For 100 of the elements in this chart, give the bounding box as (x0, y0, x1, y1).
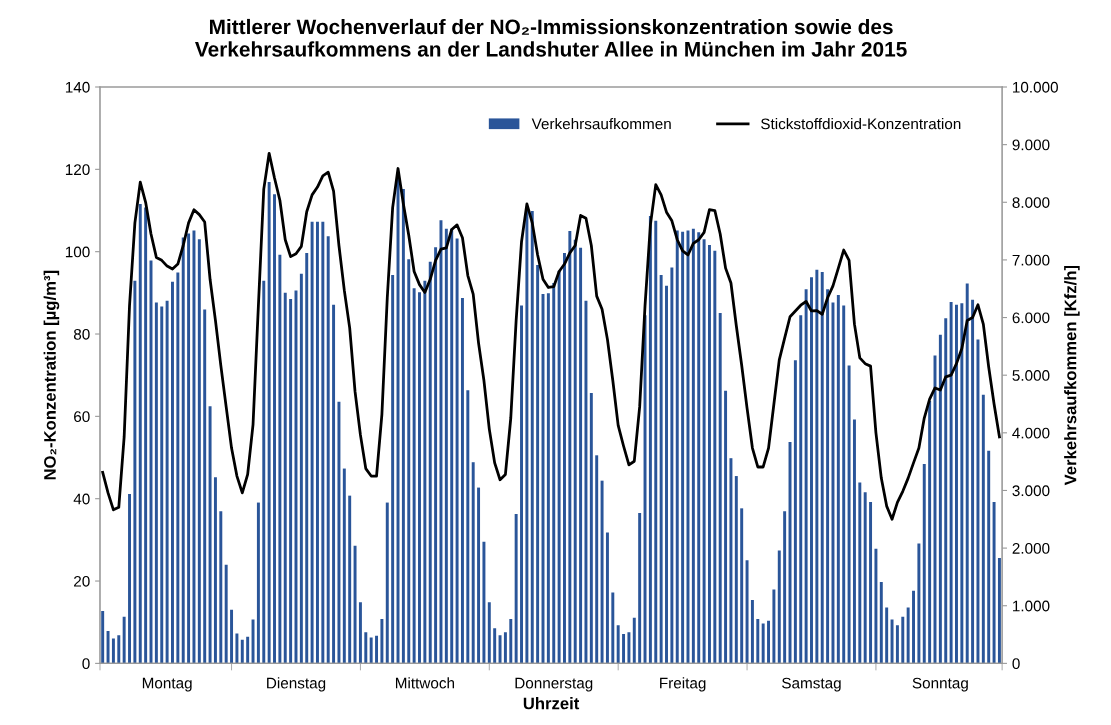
bar (895, 625, 899, 664)
bar (439, 220, 443, 664)
bar (434, 247, 438, 664)
bar (890, 619, 894, 664)
bar (981, 394, 985, 664)
bar (665, 285, 668, 664)
bar (691, 228, 695, 664)
bar (509, 618, 513, 664)
bar (418, 292, 421, 664)
bar (826, 289, 830, 664)
bar (810, 277, 813, 664)
x-axis-title: Uhrzeit (523, 697, 580, 710)
bar (573, 239, 577, 664)
y2-tick-label: 0 (1012, 658, 1020, 670)
bar (987, 450, 991, 664)
bar (622, 633, 626, 664)
bar (885, 607, 889, 664)
bar (364, 632, 368, 664)
bar (632, 617, 636, 664)
bar (842, 305, 846, 664)
y2-axis-title: Verkehrsaufkommen [Kfz/h] (1064, 265, 1080, 486)
bar (563, 253, 566, 664)
bar (305, 253, 309, 664)
bar (471, 462, 475, 664)
bar (520, 305, 523, 664)
chart-title: Mittlerer Wochenverlauf der NO₂-Immissionskonzentration sowie des Verkehrsaufkommens an der Landshuter Allee in München im Jahr 2015 (195, 18, 907, 57)
bar (992, 501, 996, 664)
x-tick-label: Samstag (782, 677, 841, 692)
bar (246, 636, 250, 664)
bar (493, 628, 497, 664)
bar (203, 309, 207, 664)
bar (627, 632, 631, 664)
bar (713, 250, 717, 664)
y-tick-label: 140 (65, 81, 90, 93)
bar (262, 280, 266, 664)
x-tick-label: Donnerstag (515, 677, 593, 692)
bar (777, 550, 781, 664)
bar (836, 295, 840, 664)
bar (697, 232, 701, 664)
bar (230, 609, 234, 664)
bar (342, 468, 346, 664)
bar (579, 247, 583, 664)
bar (144, 207, 148, 664)
bar (181, 237, 185, 664)
bar (589, 393, 593, 664)
bar (707, 244, 711, 664)
bar (568, 231, 572, 664)
bar (793, 360, 797, 664)
bar (874, 548, 878, 664)
bar (498, 635, 502, 664)
bar (729, 458, 733, 664)
x-tick-label: Sonntag (912, 677, 968, 692)
bar (273, 194, 276, 664)
bar (530, 210, 534, 664)
bar (960, 303, 964, 664)
bar (772, 589, 776, 664)
bar (407, 259, 411, 664)
bar (358, 602, 362, 664)
bar (101, 610, 105, 664)
bar (117, 635, 121, 664)
bar (224, 564, 228, 664)
y2-tick-label: 9.000 (1012, 139, 1050, 151)
bar (348, 495, 352, 664)
bar (267, 182, 271, 664)
bar (111, 638, 115, 664)
bar (767, 620, 771, 664)
y2-tick-label: 6.000 (1012, 312, 1050, 324)
bar (525, 210, 529, 664)
bar (369, 637, 373, 664)
bar (869, 501, 873, 664)
bar (638, 512, 642, 664)
bar (783, 511, 787, 664)
bar (702, 239, 706, 664)
bar (176, 272, 180, 664)
bar (724, 390, 728, 664)
bar (460, 297, 464, 664)
bar (546, 293, 550, 664)
bar (654, 220, 658, 664)
y2-tick-label: 4.000 (1012, 427, 1050, 439)
y2-tick-label: 3.000 (1012, 485, 1050, 497)
bar (718, 312, 722, 664)
bar (906, 607, 910, 664)
bar (455, 238, 459, 664)
bar (444, 228, 448, 664)
bar (192, 230, 196, 664)
bar (949, 301, 953, 664)
bar (187, 233, 191, 664)
bar (154, 302, 158, 664)
bar (482, 541, 486, 664)
bar (670, 267, 674, 664)
bar (928, 401, 932, 664)
y-tick-label: 40 (73, 493, 90, 505)
bar (648, 216, 652, 664)
bar (128, 493, 131, 664)
bar (740, 508, 744, 664)
bar (256, 502, 260, 664)
bar (944, 318, 948, 664)
bar (278, 254, 282, 664)
x-tick-label: Dienstag (267, 677, 326, 692)
bar (487, 602, 491, 664)
